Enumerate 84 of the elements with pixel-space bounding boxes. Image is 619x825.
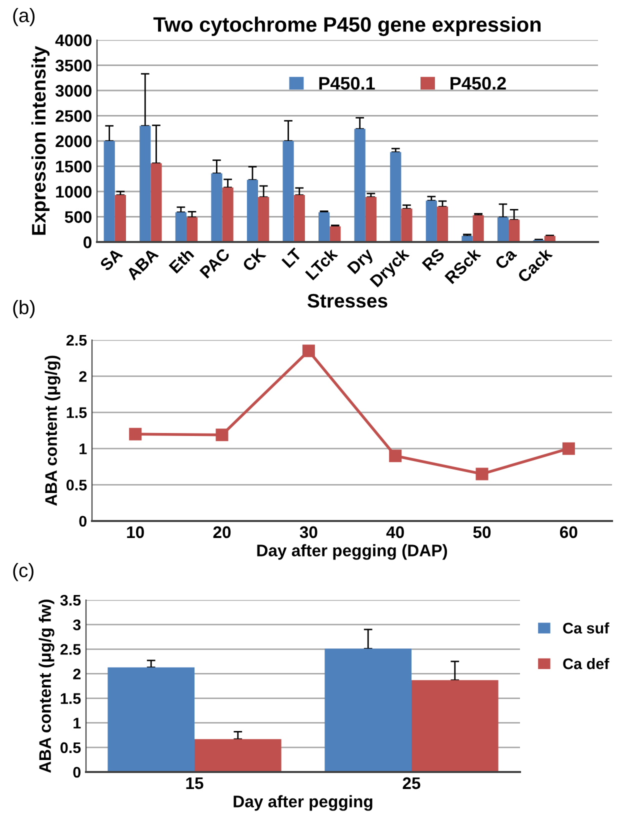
x-axis-title: Stresses <box>308 294 388 308</box>
legend-label: P450.2 <box>450 76 506 90</box>
text: (a) <box>13 8 35 26</box>
bar <box>401 208 412 242</box>
y-axis-title: Expression intensity <box>31 46 50 235</box>
x-tick-label: 20 <box>213 526 231 538</box>
y-axis-title: ABA content (μg/g) <box>44 356 60 506</box>
bar <box>412 680 498 772</box>
x-tick-label: CK <box>242 247 267 272</box>
y-tick-label: 2.5 <box>60 644 81 655</box>
bar <box>211 173 222 242</box>
bar <box>354 128 366 242</box>
legend-label: P450.1 <box>319 76 375 90</box>
y-tick-label: 3.5 <box>60 594 81 606</box>
bar <box>175 212 186 242</box>
bar <box>104 141 115 242</box>
x-tick-label: 25 <box>402 777 420 790</box>
bar <box>508 220 520 242</box>
x-tick-label: 60 <box>560 526 578 538</box>
y-tick-label: 3 <box>72 619 81 630</box>
point <box>302 344 315 358</box>
bar <box>426 200 437 242</box>
bar <box>114 195 126 242</box>
text: (c) <box>13 563 34 582</box>
y-tick-label: 0 <box>84 236 92 248</box>
bar <box>194 739 282 772</box>
bar <box>222 187 234 242</box>
y-tick-label: 1 <box>80 444 87 454</box>
x-tick-label: 30 <box>300 526 318 538</box>
x-axis-title: Day after pegging (DAP) <box>257 544 448 560</box>
y-tick-label: 2 <box>79 371 87 382</box>
x-tick-label: 40 <box>386 526 404 538</box>
y-tick-label: 2000 <box>56 135 92 148</box>
y-axis-title: ABA content (μg/g fw) <box>38 600 54 773</box>
bar <box>282 141 294 242</box>
y-tick-label: 0 <box>79 516 87 527</box>
bar <box>258 197 270 242</box>
y-tick-label: 2.5 <box>66 334 87 346</box>
x-tick-label: Ca <box>494 247 518 270</box>
point <box>562 442 575 455</box>
point <box>129 428 142 440</box>
y-tick-label: 3000 <box>55 84 92 97</box>
y-tick-label: 0.5 <box>66 480 87 490</box>
x-tick-label: RS <box>422 248 446 272</box>
x-tick-label: Eth <box>168 248 194 274</box>
y-tick-label: 2500 <box>56 110 92 122</box>
y-tick-label: 1 <box>74 718 81 728</box>
y-tick-label: 1500 <box>56 160 92 172</box>
y-tick-label: 4000 <box>55 34 92 46</box>
point <box>216 428 228 442</box>
text: (b) <box>13 300 35 318</box>
bar <box>108 667 194 772</box>
bar <box>472 215 484 242</box>
bar <box>186 217 198 242</box>
x-tick-label: SA <box>99 247 124 272</box>
x-axis-title: Day after pegging <box>234 795 372 811</box>
y-tick-label: 3500 <box>55 60 92 72</box>
bar <box>150 163 162 242</box>
bar <box>324 648 412 772</box>
point <box>476 468 488 480</box>
y-tick-label: 2 <box>73 668 81 680</box>
bar <box>497 217 509 242</box>
legend-label: Ca def <box>563 658 610 670</box>
y-tick-label: 500 <box>64 211 92 223</box>
y-tick-label: 1.5 <box>66 407 87 418</box>
bar <box>318 212 330 242</box>
bar <box>140 126 151 242</box>
y-tick-label: 1000 <box>56 186 92 198</box>
chart-title: Two cytochrome P450 gene expression <box>153 16 541 36</box>
point <box>389 450 402 462</box>
bar <box>330 226 341 242</box>
y-tick-label: 0.5 <box>60 742 81 754</box>
bar <box>436 206 448 242</box>
x-tick-label: 10 <box>127 526 144 538</box>
bar <box>365 197 376 242</box>
x-tick-label: 15 <box>186 777 204 790</box>
y-tick-label: 1.5 <box>60 693 81 704</box>
x-tick-label: LT <box>282 247 302 268</box>
bar <box>294 195 305 242</box>
legend-label: Ca suf <box>563 622 610 634</box>
bar <box>390 152 402 242</box>
y-tick-label: 0 <box>73 766 81 778</box>
bar <box>246 180 258 242</box>
x-tick-label: 50 <box>473 526 491 538</box>
